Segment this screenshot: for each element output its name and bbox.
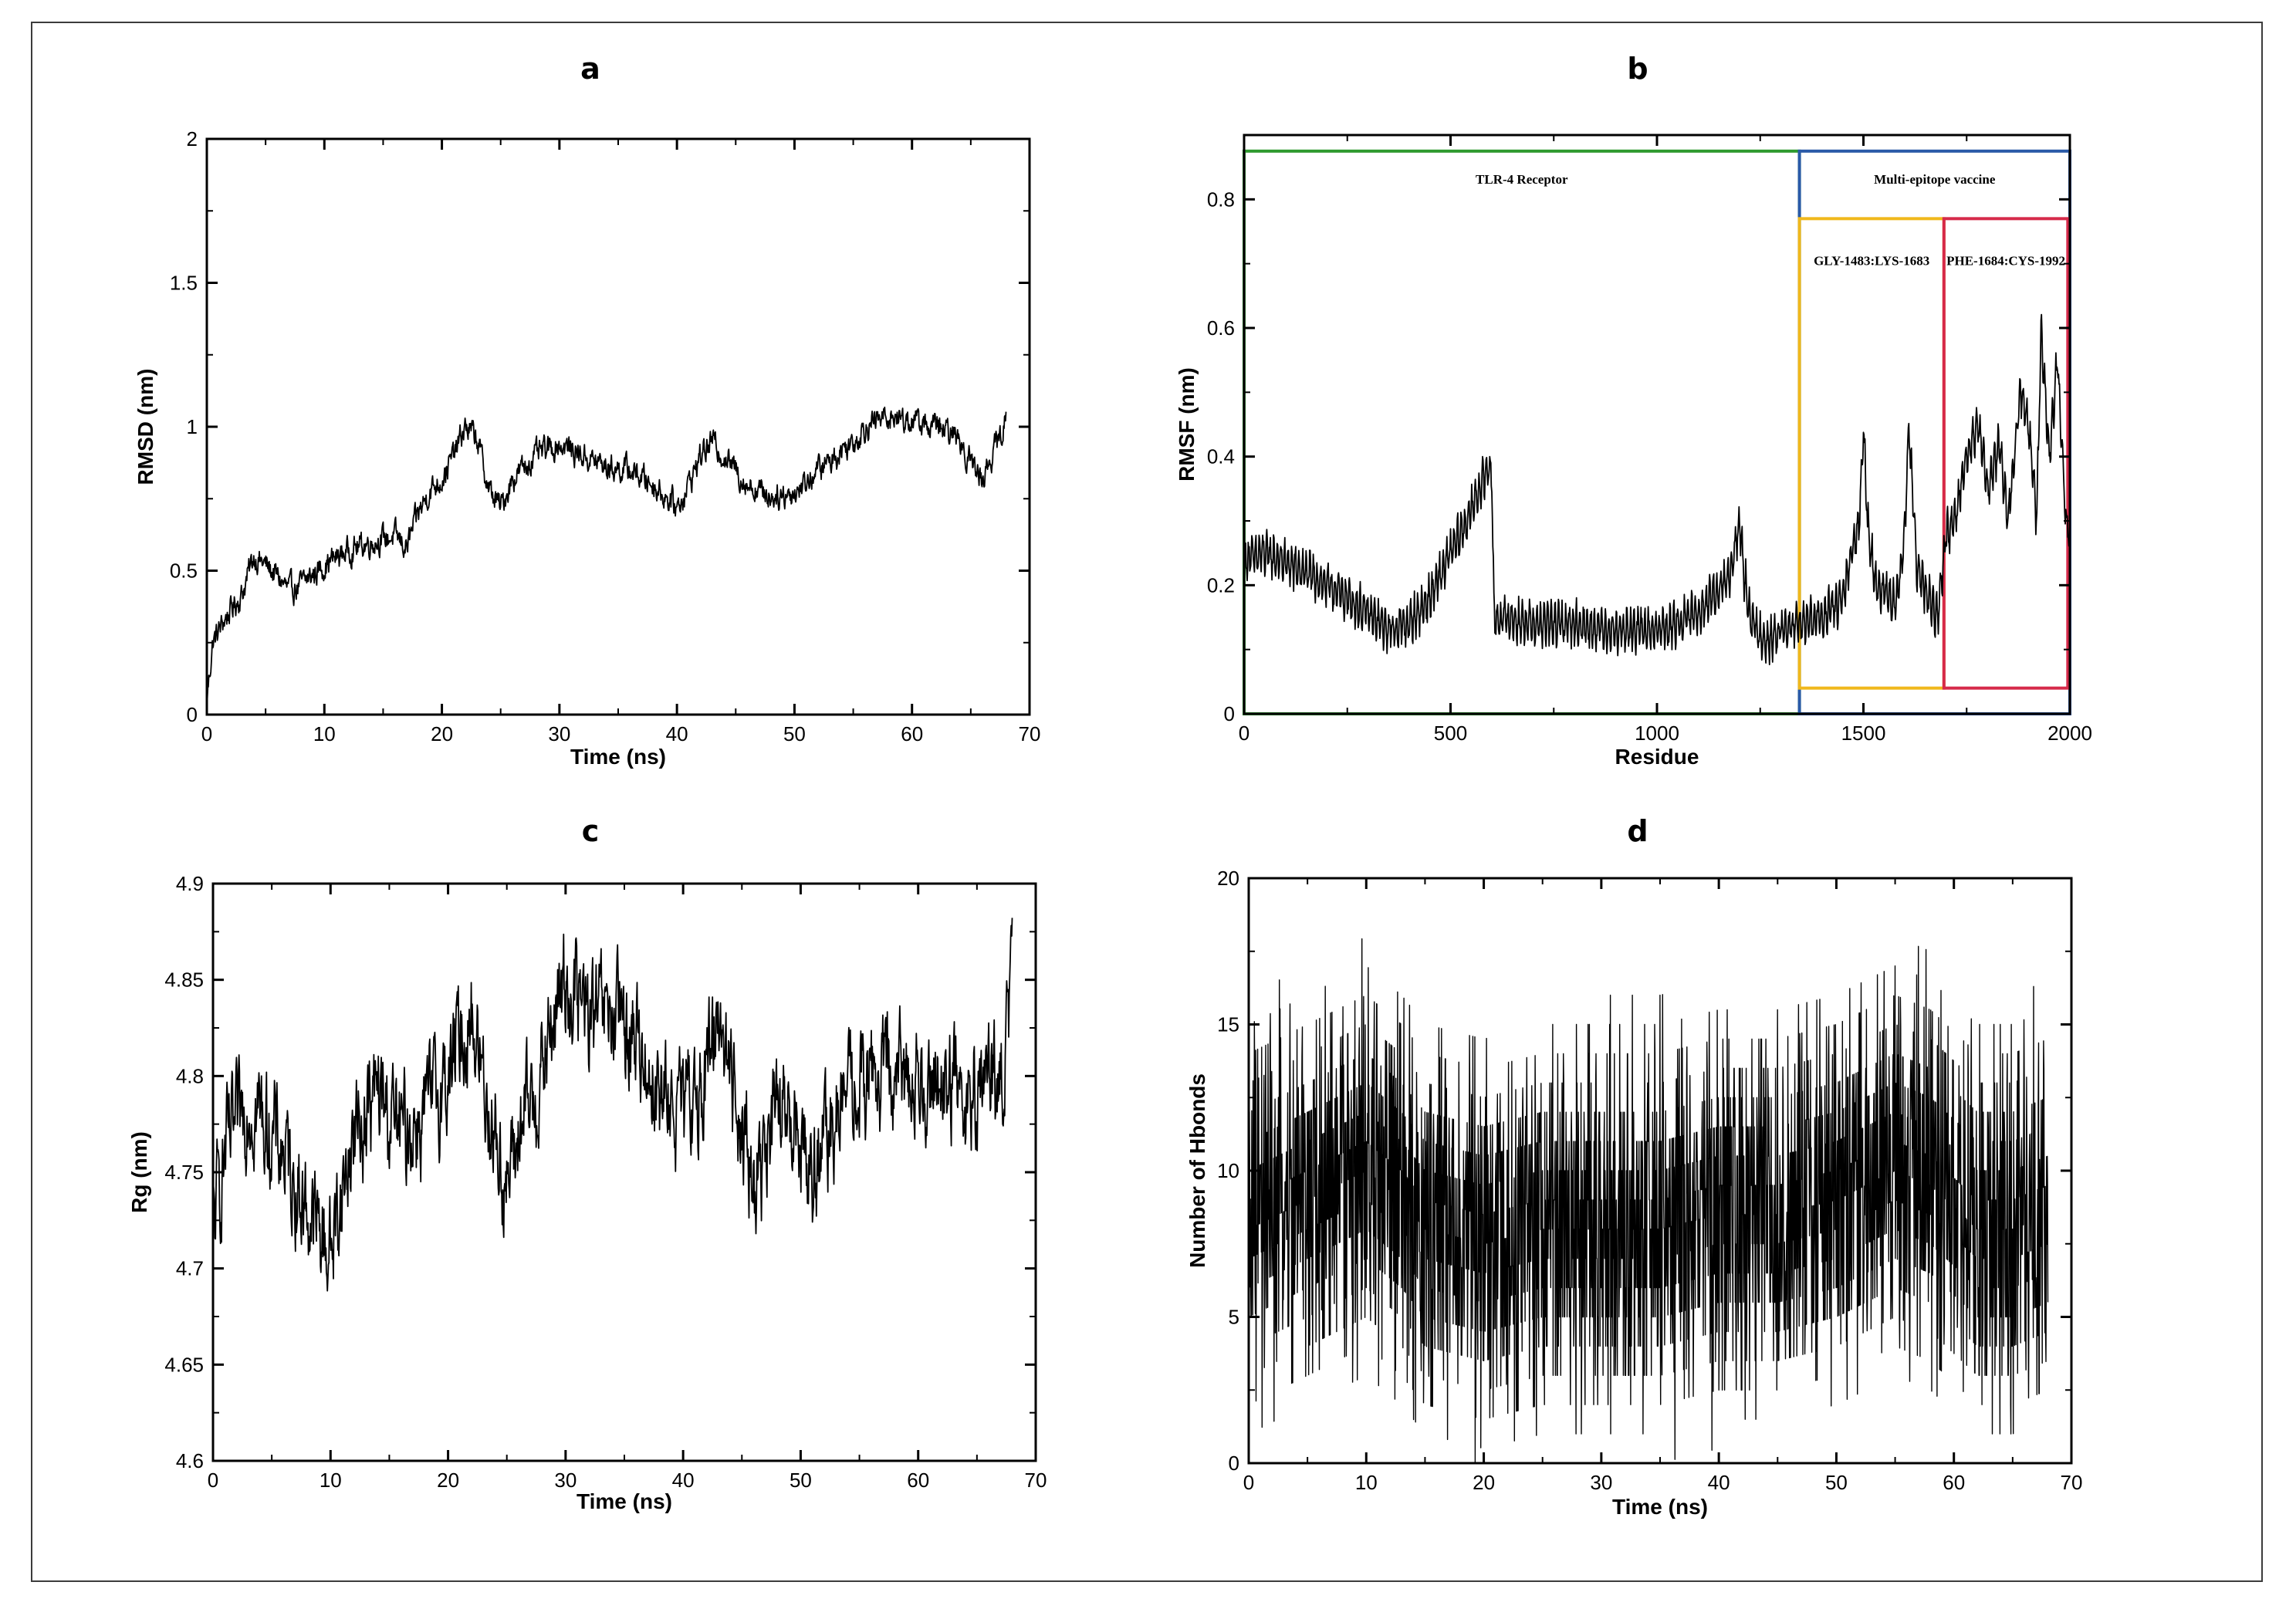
x-tick-label: 1000	[1635, 722, 1679, 745]
x-tick-label: 10	[320, 1469, 342, 1492]
panel-a: a 0 10 20 30 40 50 60 70 0 0.5 1 1.5 2 Time (ns) RMS…	[134, 52, 1040, 769]
series-line-rmsd	[206, 406, 1007, 700]
x-tick-label: 10	[1355, 1471, 1378, 1494]
x-tick-label: 0	[1239, 722, 1249, 745]
y-tick-label: 1	[187, 415, 198, 438]
y-tick-label: 0.4	[1207, 445, 1235, 468]
x-tick-label: 40	[666, 722, 688, 745]
panel-d-series	[1248, 938, 2049, 1464]
panel-b-ticks: 0 500 1000 1500 2000 0 0.2 0.4 0.6 0.8	[1207, 135, 2092, 745]
panel-b-x-axis-label: Residue	[1615, 745, 1699, 769]
y-tick-label: 4.85	[164, 968, 204, 992]
panel-c-x-axis-label: Time (ns)	[577, 1489, 672, 1513]
y-tick-label: 0.5	[170, 559, 198, 583]
x-tick-label: 50	[783, 722, 806, 745]
panel-d-y-axis-label: Number of Hbonds	[1185, 1073, 1209, 1268]
x-tick-label: 500	[1434, 722, 1467, 745]
y-tick-label: 4.9	[176, 872, 204, 895]
y-tick-label: 10	[1217, 1159, 1239, 1182]
region-label: PHE-1684:CYS-1992	[1946, 253, 2065, 268]
x-tick-label: 0	[1243, 1471, 1254, 1494]
panel-c-title: c	[582, 814, 600, 848]
panel-d-plot-frame	[1247, 877, 2073, 1465]
x-tick-label: 60	[1943, 1471, 1965, 1494]
x-tick-label: 30	[548, 722, 570, 745]
panel-a-y-axis-label: RMSD (nm)	[134, 369, 157, 485]
y-tick-label: 1.5	[170, 272, 198, 295]
x-tick-label: 30	[1590, 1471, 1612, 1494]
y-tick-label: 4.7	[176, 1257, 204, 1280]
panel-a-title: a	[580, 52, 600, 86]
y-tick-label: 2	[187, 127, 198, 150]
panel-a-series	[206, 406, 1007, 700]
y-tick-label: 5	[1229, 1306, 1239, 1329]
panel-c-ticks: 0 10 20 30 40 50 60 70 4.6 4.65 4.7 4.75 4.8 4.85 4.9	[164, 872, 1047, 1492]
panel-d-title: d	[1627, 814, 1648, 848]
y-tick-label: 15	[1217, 1013, 1239, 1036]
region-box	[1942, 217, 2070, 690]
series-line-rg	[212, 918, 1013, 1292]
x-tick-label: 70	[1025, 1469, 1047, 1492]
x-tick-label: 2000	[2047, 722, 2092, 745]
series-line-rmsf	[1243, 313, 2071, 666]
panel-a-plot-frame	[205, 137, 1031, 716]
x-tick-label: 50	[790, 1469, 812, 1492]
panel-b-title: b	[1627, 52, 1648, 86]
x-tick-label: 0	[201, 722, 212, 745]
y-tick-label: 0.8	[1207, 188, 1235, 211]
panel-c-series	[212, 918, 1013, 1292]
y-tick-label: 0.2	[1207, 573, 1235, 597]
y-tick-label: 0.6	[1207, 316, 1235, 340]
panel-b-plot-frame	[1243, 134, 2071, 715]
region-label: Multi-epitope vaccine	[1874, 172, 1996, 187]
panel-d-ticks: 0 10 20 30 40 50 60 70 0 5 10 15 20	[1217, 867, 2082, 1494]
panel-c-plot-frame	[211, 882, 1037, 1462]
x-tick-label: 0	[208, 1469, 218, 1492]
y-tick-label: 0	[1224, 702, 1235, 725]
figure-frame	[31, 22, 2263, 1582]
region-label: TLR-4 Receptor	[1476, 172, 1568, 187]
x-tick-label: 20	[431, 722, 453, 745]
x-tick-label: 70	[2061, 1471, 2083, 1494]
y-tick-label: 4.65	[164, 1353, 204, 1376]
y-tick-label: 4.8	[176, 1064, 204, 1087]
series-line-hbonds	[1248, 938, 2049, 1464]
x-tick-label: 1500	[1841, 722, 1886, 745]
region-label: GLY-1483:LYS-1683	[1814, 253, 1929, 268]
y-tick-label: 4.6	[176, 1449, 204, 1472]
panel-a-ticks: 0 10 20 30 40 50 60 70 0 0.5 1 1.5 2	[170, 127, 1041, 745]
x-tick-label: 70	[1019, 722, 1041, 745]
panel-d: d 0 10 20 30 40 50 60 70 0 5 10 15 20 Time (ns) Numb…	[1185, 814, 2082, 1519]
y-tick-label: 4.75	[164, 1161, 204, 1184]
x-tick-label: 60	[901, 722, 923, 745]
panel-d-x-axis-label: Time (ns)	[1612, 1495, 1708, 1519]
x-tick-label: 60	[907, 1469, 929, 1492]
y-tick-label: 20	[1217, 867, 1239, 890]
panel-c: c 0 10 20 30 40 50 60 70 4.6 4.65 4.7 4.75 4.8 4.85 4.…	[127, 814, 1047, 1513]
x-tick-label: 20	[1473, 1471, 1495, 1494]
y-tick-label: 0	[187, 703, 198, 726]
x-tick-label: 50	[1825, 1471, 1848, 1494]
panel-b-series	[1243, 313, 2071, 666]
x-tick-label: 40	[1708, 1471, 1730, 1494]
panel-a-x-axis-label: Time (ns)	[570, 745, 666, 769]
x-tick-label: 10	[313, 722, 336, 745]
y-tick-label: 0	[1229, 1452, 1239, 1475]
panel-b: b TLR-4 Receptor Multi-epitope vaccine GLY…	[1175, 52, 2092, 769]
panel-b-y-axis-label: RMSF (nm)	[1175, 367, 1199, 482]
x-tick-label: 40	[672, 1469, 695, 1492]
x-tick-label: 20	[437, 1469, 459, 1492]
x-tick-label: 30	[554, 1469, 577, 1492]
panel-c-y-axis-label: Rg (nm)	[127, 1131, 151, 1213]
